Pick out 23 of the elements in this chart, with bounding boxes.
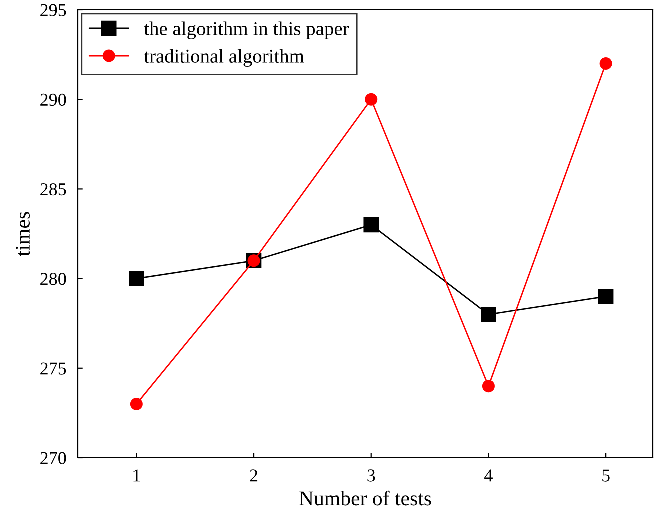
- x-tick-label: 2: [250, 470, 258, 482]
- point: [481, 307, 496, 322]
- y-tick-label: 280: [40, 273, 66, 286]
- y-tick-label: 270: [40, 452, 66, 464]
- x-tick-label: 3: [368, 470, 376, 482]
- y-tick-label: 275: [40, 362, 66, 375]
- point: [365, 93, 378, 106]
- y-axis-title: times: [16, 212, 30, 256]
- point: [598, 289, 614, 304]
- y-tick-label: 285: [40, 183, 66, 196]
- point: [482, 380, 495, 393]
- x-tick-label: 1: [134, 470, 140, 482]
- point: [130, 398, 143, 410]
- legend-label: the algorithm in this paper: [144, 22, 350, 40]
- y-tick-label: 295: [40, 4, 66, 16]
- x-tick-label: 4: [484, 470, 493, 482]
- legend-label: traditional algorithm: [144, 49, 304, 68]
- point: [364, 217, 380, 233]
- x-tick-label: 5: [602, 470, 610, 482]
- point: [129, 271, 144, 286]
- x-axis-title: Number of tests: [300, 490, 432, 506]
- y-tick-label: 290: [40, 94, 66, 106]
- point: [600, 58, 612, 70]
